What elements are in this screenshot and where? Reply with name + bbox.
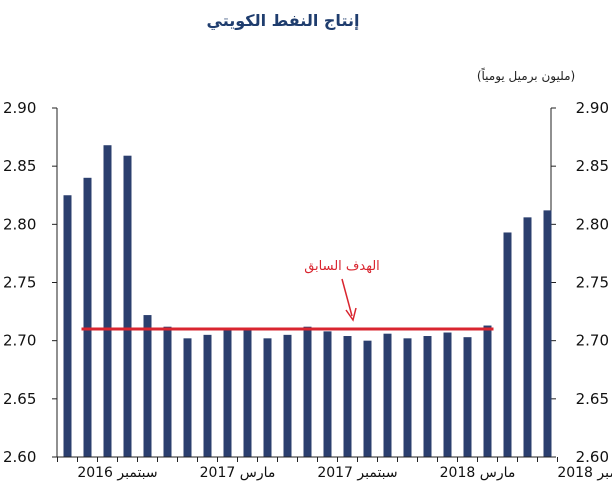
bars xyxy=(63,145,552,458)
right-y-axis: 2.90 2.85 2.80 2.75 2.70 2.65 2.60 xyxy=(550,99,609,466)
bar xyxy=(283,334,292,457)
y-tick-label-left: 2.75 xyxy=(3,274,36,292)
unit-label: (مليون برميل يومياً) xyxy=(477,67,575,84)
bar xyxy=(363,340,372,457)
x-tick-label: سبتمبر 2016 xyxy=(77,465,157,481)
bar xyxy=(83,177,92,458)
bar xyxy=(543,210,552,457)
bar xyxy=(203,334,212,457)
bar xyxy=(143,315,152,457)
bar xyxy=(423,336,432,457)
annotation-arrow-shaft xyxy=(341,278,353,317)
bar xyxy=(383,333,392,457)
x-axis: سبتمبر 2016 مارس 2017 سبتمبر 2017 مارس 2018… xyxy=(57,456,612,481)
y-tick-label-left: 2.65 xyxy=(3,390,36,408)
bar xyxy=(223,330,232,457)
y-tick-label-right: 2.70 xyxy=(576,332,609,350)
bar xyxy=(183,338,192,457)
y-tick-label-left: 2.80 xyxy=(3,215,36,233)
bar xyxy=(403,338,412,457)
x-tick-label: سبتمبر 2018 xyxy=(557,465,612,481)
x-tick-label: سبتمبر 2017 xyxy=(317,465,397,481)
bar xyxy=(63,195,72,457)
y-tick-label-right: 2.90 xyxy=(576,99,609,117)
bar xyxy=(443,332,452,457)
chart-title: إنتاج النفط الكويتي xyxy=(207,11,360,31)
x-tick-label: مارس 2018 xyxy=(440,465,516,481)
bar xyxy=(103,145,112,457)
bar xyxy=(323,331,332,457)
y-tick-label-right: 2.80 xyxy=(576,215,609,233)
y-tick-label-left: 2.90 xyxy=(3,99,36,117)
y-tick-label-left: 2.70 xyxy=(3,332,36,350)
bar xyxy=(263,338,272,457)
y-tick-label-right: 2.75 xyxy=(576,274,609,292)
bar xyxy=(463,337,472,457)
bar xyxy=(503,232,512,457)
y-tick-label-right: 2.65 xyxy=(576,390,609,408)
bar xyxy=(243,330,252,457)
y-tick-label-right: 2.60 xyxy=(576,448,609,466)
bar xyxy=(343,336,352,457)
annotation-arrow-head xyxy=(345,307,357,322)
bar xyxy=(123,155,132,458)
y-tick-label-left: 2.60 xyxy=(3,448,36,466)
reference-line-label: الهدف السابق xyxy=(304,259,380,274)
bar xyxy=(483,325,492,457)
reference-line-group: الهدف السابق xyxy=(81,259,494,331)
x-tick-label: مارس 2017 xyxy=(200,465,276,481)
left-y-axis: 2.90 2.85 2.80 2.75 2.70 2.65 2.60 xyxy=(3,99,58,466)
bar xyxy=(163,326,172,457)
bar xyxy=(523,217,532,457)
y-tick-label-left: 2.85 xyxy=(3,157,36,175)
bar xyxy=(303,326,312,457)
y-tick-label-right: 2.85 xyxy=(576,157,609,175)
